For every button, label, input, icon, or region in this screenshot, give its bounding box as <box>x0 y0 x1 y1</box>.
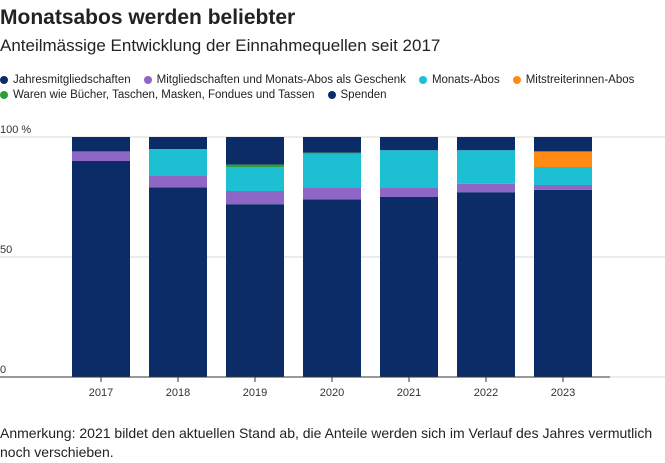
legend-item-jahresmitgliedschaften: Jahresmitgliedschaften <box>0 74 131 86</box>
bar-segment-mitgliedschaften-und-monats-abos-als-geschenk-2023 <box>534 185 592 190</box>
y-tick-label: 100 % <box>0 124 31 136</box>
y-tick-label: 50 <box>0 244 12 256</box>
x-tick-label: 2018 <box>166 387 190 399</box>
bar-segment-monats-abos-2023 <box>534 167 592 185</box>
legend-item-monats-abos: Monats-Abos <box>418 74 500 86</box>
x-tick-label: 2017 <box>89 387 113 399</box>
bar-segment-jahresmitgliedschaften-2018 <box>149 187 207 377</box>
chart-note: Anmerkung: 2021 bildet den aktuellen Sta… <box>0 425 653 460</box>
bar-segment-mitgliedschaften-und-monats-abos-als-geschenk-2022 <box>457 183 515 193</box>
bar-segment-mitstreiterinnen-abos-2023 <box>534 151 592 167</box>
legend-item-mitstreiterinnen-abos: Mitstreiterinnen-Abos <box>512 74 635 86</box>
legend-label: Monats-Abos <box>431 74 500 86</box>
bar-segment-mitgliedschaften-und-monats-abos-als-geschenk-2021 <box>380 187 438 197</box>
bar-segment-monats-abos-2019 <box>226 167 284 191</box>
bar-segment-monats-abos-2020 <box>303 153 361 188</box>
bar-segment-jahresmitgliedschaften-2019 <box>226 204 284 377</box>
chart-legend: Jahresmitgliedschaften Mitgliedschaften u… <box>0 74 660 101</box>
legend-label: Spenden <box>340 89 387 101</box>
x-tick-label: 2020 <box>320 387 344 399</box>
x-tick-label: 2021 <box>397 387 421 399</box>
bar-segment-spenden-2020 <box>303 137 361 153</box>
bar-segment-jahresmitgliedschaften-2023 <box>534 189 592 377</box>
legend-item-mitgliedschaften-und-monats-abos-als-geschenk: Mitgliedschaften und Monats-Abos als Ges… <box>143 74 406 86</box>
bar-segment-spenden-2018 <box>149 137 207 149</box>
bar-segment-monats-abos-2022 <box>457 150 515 184</box>
bar-segment-monats-abos-2021 <box>380 150 438 188</box>
legend-swatch <box>512 76 521 84</box>
legend-label: Waren wie Bücher, Taschen, Masken, Fondu… <box>13 89 315 101</box>
legend-label: Jahresmitgliedschaften <box>13 74 131 86</box>
legend-label: Mitgliedschaften und Monats-Abos als Ges… <box>156 74 406 86</box>
bar-segment-jahresmitgliedschaften-2020 <box>303 199 361 377</box>
legend-item-spenden: Spenden <box>327 89 387 101</box>
bar-segment-jahresmitgliedschaften-2022 <box>457 192 515 377</box>
x-tick-label: 2023 <box>551 387 575 399</box>
bar-segment-waren-wie-buecher-taschen-masken-fondues-und-tassen-2019 <box>226 164 284 167</box>
chart-title: Monatsabos werden beliebter <box>0 6 296 29</box>
legend-item-waren-wie-buecher-taschen-masken-fondues-und-tassen: Waren wie Bücher, Taschen, Masken, Fondu… <box>0 89 315 101</box>
x-tick-label: 2019 <box>243 387 267 399</box>
bar-segment-jahresmitgliedschaften-2021 <box>380 197 438 377</box>
bar-segment-spenden-2017 <box>72 137 130 152</box>
bar-segment-mitgliedschaften-und-monats-abos-als-geschenk-2019 <box>226 191 284 205</box>
legend-swatch <box>143 76 152 84</box>
bar-segment-spenden-2019 <box>226 137 284 165</box>
bar-segment-spenden-2022 <box>457 137 515 151</box>
bar-segment-monats-abos-2018 <box>149 149 207 176</box>
chart-subtitle: Anteilmässige Entwicklung der Einnahmequ… <box>0 36 441 55</box>
legend-swatch <box>0 76 8 84</box>
bar-segment-jahresmitgliedschaften-2017 <box>72 161 130 377</box>
bar-segment-spenden-2021 <box>380 137 438 151</box>
bar-segment-waren-wie-buecher-taschen-masken-fondues-und-tassen-2020 <box>303 152 361 154</box>
x-tick-label: 2022 <box>474 387 498 399</box>
legend-swatch <box>327 91 336 99</box>
stacked-bar-chart: 0 50 100 % 2017 2018 2019 2020 2021 2022 2023 <box>0 124 665 399</box>
y-tick-label: 0 <box>0 364 6 376</box>
bar-segment-spenden-2023 <box>534 137 592 152</box>
legend-label: Mitstreiterinnen-Abos <box>525 74 635 86</box>
bar-segment-mitgliedschaften-und-monats-abos-als-geschenk-2017 <box>72 151 130 161</box>
legend-swatch <box>0 91 8 99</box>
legend-swatch <box>418 76 427 84</box>
bar-segment-mitgliedschaften-und-monats-abos-als-geschenk-2020 <box>303 187 361 200</box>
bar-segment-mitgliedschaften-und-monats-abos-als-geschenk-2018 <box>149 175 207 188</box>
